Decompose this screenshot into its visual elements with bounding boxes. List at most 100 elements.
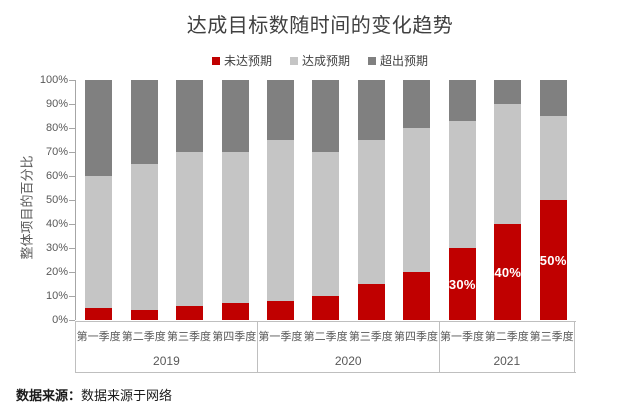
bar-segment [130, 164, 158, 311]
y-tick-mark [69, 176, 75, 177]
y-tick-mark [69, 248, 75, 249]
data-source-label: 数据来源： [16, 388, 82, 403]
y-tick-label: 100% [39, 74, 68, 86]
x-axis: 第一季度 第二季度 第三季度 第四季度 2019 第一季度 第二季度 第三季度 第四季度 2020… [75, 321, 576, 373]
y-tick-mark [69, 320, 75, 321]
x-quarter-label: 第一季度 [258, 330, 303, 343]
bar-segment [357, 284, 385, 320]
bar-column [303, 80, 348, 320]
data-label: 40% [494, 264, 522, 280]
x-quarter-label: 第二季度 [303, 330, 348, 343]
quarter-row: 第一季度 第二季度 第三季度 第四季度 [76, 322, 257, 349]
bar-segment [312, 152, 340, 296]
bar-column: 50% [531, 80, 576, 320]
bar: 50% [539, 80, 567, 320]
x-quarter-label: 第四季度 [212, 330, 257, 343]
bar [85, 80, 113, 320]
legend-swatch-icon [368, 56, 376, 65]
legend-label: 达成预期 [301, 54, 350, 68]
bar-segment [403, 128, 431, 272]
legend-item: 超出预期 [368, 52, 428, 69]
bar [221, 80, 249, 320]
bar-segment: 40% [494, 224, 522, 320]
bar [176, 80, 204, 320]
quarter-row: 第一季度 第二季度 第三季度 [440, 322, 574, 349]
bar-column [212, 80, 257, 320]
legend-swatch-icon [289, 56, 298, 65]
bar-segment [539, 80, 567, 116]
bar-segment [267, 300, 295, 320]
year-group: 第一季度 第二季度 第三季度 第四季度 2020 [256, 322, 439, 372]
bar-column [121, 80, 166, 320]
data-source-note: 数据来源：数据来源于网络 [16, 385, 172, 404]
legend-label: 未达预期 [223, 54, 272, 68]
quarter-row: 第一季度 第二季度 第三季度 第四季度 [258, 322, 439, 349]
bar [312, 80, 340, 320]
bar-segment [221, 152, 249, 304]
y-tick-label: 0% [52, 314, 68, 326]
bar-segment [357, 140, 385, 284]
bar-segment [221, 303, 249, 320]
year-group: 第一季度 第二季度 第三季度 2021 [438, 322, 575, 372]
bar-segment [494, 104, 522, 224]
y-tick-label: 70% [45, 146, 68, 158]
legend-item: 达成预期 [289, 52, 350, 69]
bar-segment: 30% [448, 248, 476, 320]
chart-title: 达成目标数随时间的变化趋势 [186, 15, 454, 37]
y-tick-mark [69, 224, 75, 225]
bar-column: 30% [440, 80, 485, 320]
y-tick-mark [69, 200, 75, 201]
year-label: 2020 [334, 353, 362, 368]
bar [130, 80, 158, 320]
bar-segment [539, 116, 567, 200]
bar-column [394, 80, 439, 320]
bars-container: 30% 40% 50% [76, 80, 576, 320]
bar-segment [130, 80, 158, 165]
bar-segment [176, 305, 204, 320]
bar-segment [176, 80, 204, 153]
bar-segment [130, 310, 158, 320]
year-group: 第一季度 第二季度 第三季度 第四季度 2019 [75, 322, 257, 372]
x-quarter-label: 第二季度 [484, 330, 529, 343]
data-label: 50% [539, 252, 567, 268]
y-tick-mark [69, 296, 75, 297]
y-tick-label: 40% [45, 218, 68, 230]
bar-column [167, 80, 212, 320]
x-quarter-label: 第三季度 [529, 330, 574, 343]
bar-column: 40% [485, 80, 530, 320]
legend-label: 超出预期 [380, 54, 429, 68]
y-tick-label: 20% [45, 266, 68, 278]
bar-segment [85, 80, 113, 176]
bar-column [76, 80, 121, 320]
bar-segment [85, 308, 113, 320]
bar-segment [176, 152, 204, 306]
bar-segment [267, 140, 295, 301]
y-tick-mark [69, 152, 75, 153]
plot-area: 30% 40% 50% [69, 80, 576, 321]
legend-swatch-icon [211, 56, 220, 65]
legend-item: 未达预期 [211, 52, 272, 69]
bar-segment [221, 80, 249, 153]
y-axis: 0% 10% 20% 30% 40% 50% 60% 70% 80% 90% 100% [0, 74, 68, 326]
x-quarter-label: 第三季度 [348, 330, 393, 343]
bar-segment [357, 80, 385, 140]
year-label: 2019 [153, 353, 180, 368]
y-tick-mark [69, 80, 75, 81]
y-tick-mark [69, 272, 75, 273]
bar-segment: 50% [539, 200, 567, 320]
y-tick-label: 50% [45, 194, 68, 206]
x-quarter-label: 第一季度 [440, 330, 485, 343]
y-tick-label: 80% [45, 122, 68, 134]
bar-column [349, 80, 394, 320]
y-tick-mark [69, 104, 75, 105]
bar: 40% [494, 80, 522, 320]
year-label: 2021 [493, 353, 521, 368]
y-tick-label: 30% [45, 242, 68, 254]
bar-segment [448, 80, 476, 121]
y-tick-mark [69, 128, 75, 129]
data-label: 30% [448, 276, 476, 292]
y-tick-label: 60% [45, 170, 68, 182]
bar-segment [494, 80, 522, 104]
bar [403, 80, 431, 320]
